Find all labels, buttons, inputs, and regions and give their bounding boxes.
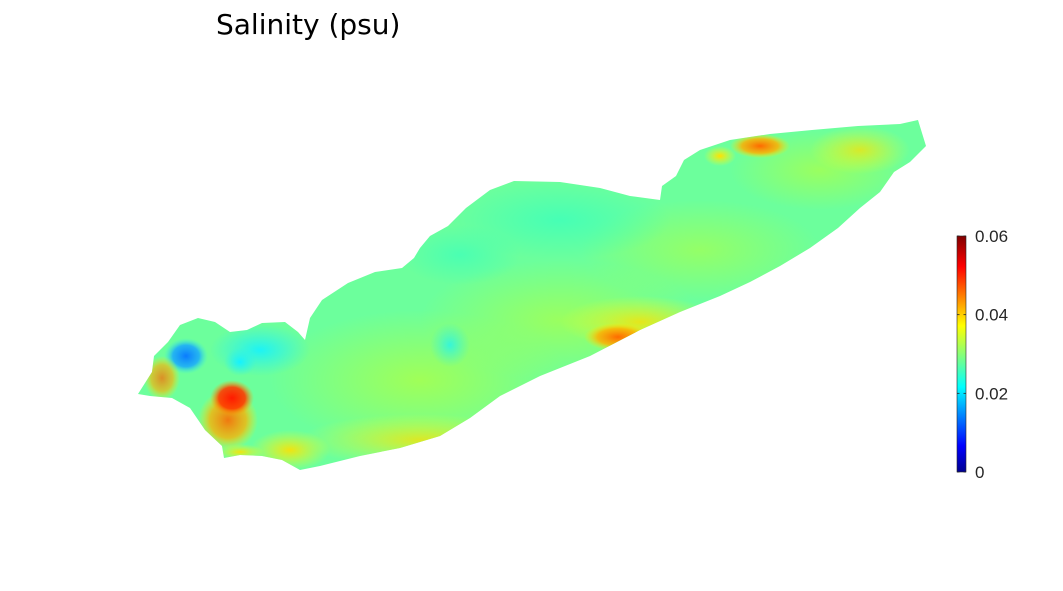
colorbar-tick-label: 0.04 [975,306,1008,325]
colorbar-ticks: 0 0.02 0.04 0.06 [957,227,1008,482]
hotspot-west-basin [210,380,254,416]
field-blob [560,296,720,348]
salinity-field [138,120,926,470]
field-blob [400,225,520,285]
field-blob [216,444,264,460]
field-blob [810,126,910,174]
field-blob [210,324,310,376]
colorbar-ramp [956,235,967,473]
hotspot-central-south-shore [584,323,652,351]
field-blob [224,348,256,376]
hotspot-east-north-shore-2 [704,146,736,166]
field-blob [300,414,540,466]
hotspot-east-north-shore [730,134,790,158]
colorbar-tick-label: 0.02 [975,384,1008,403]
field-blob [430,323,470,367]
colorbar: 0 0.02 0.04 0.06 [956,227,1008,482]
chart-title: Salinity (psu) [216,8,401,41]
colorbar-tick-label: 0.06 [975,227,1008,246]
colorbar-tick-label: 0 [975,463,984,482]
field-blob [144,356,180,400]
